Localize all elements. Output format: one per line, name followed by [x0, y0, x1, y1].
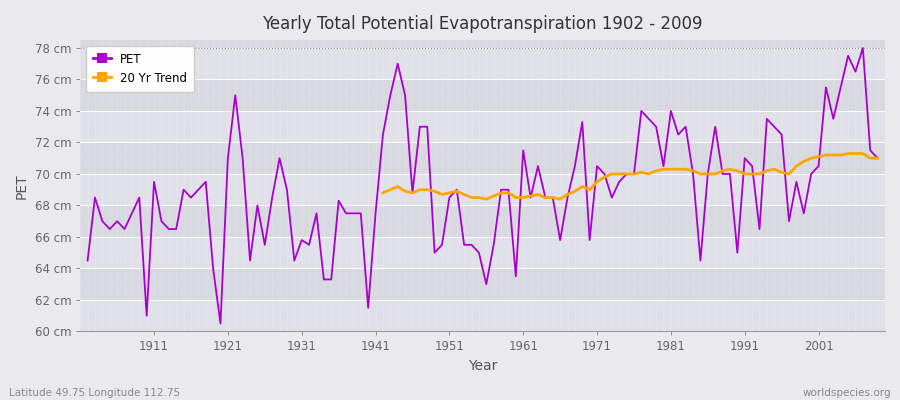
- Title: Yearly Total Potential Evapotranspiration 1902 - 2009: Yearly Total Potential Evapotranspiratio…: [263, 15, 703, 33]
- Legend: PET, 20 Yr Trend: PET, 20 Yr Trend: [86, 46, 194, 92]
- X-axis label: Year: Year: [468, 359, 498, 373]
- Text: Latitude 49.75 Longitude 112.75: Latitude 49.75 Longitude 112.75: [9, 388, 180, 398]
- Bar: [80, 111, 885, 142]
- Bar: [80, 237, 885, 268]
- Bar: [80, 142, 885, 174]
- Text: worldspecies.org: worldspecies.org: [803, 388, 891, 398]
- Bar: [80, 40, 885, 48]
- Bar: [80, 80, 885, 111]
- Y-axis label: PET: PET: [15, 173, 29, 198]
- Bar: [80, 268, 885, 300]
- Bar: [80, 300, 885, 332]
- Bar: [80, 206, 885, 237]
- Bar: [80, 174, 885, 206]
- Bar: [80, 48, 885, 80]
